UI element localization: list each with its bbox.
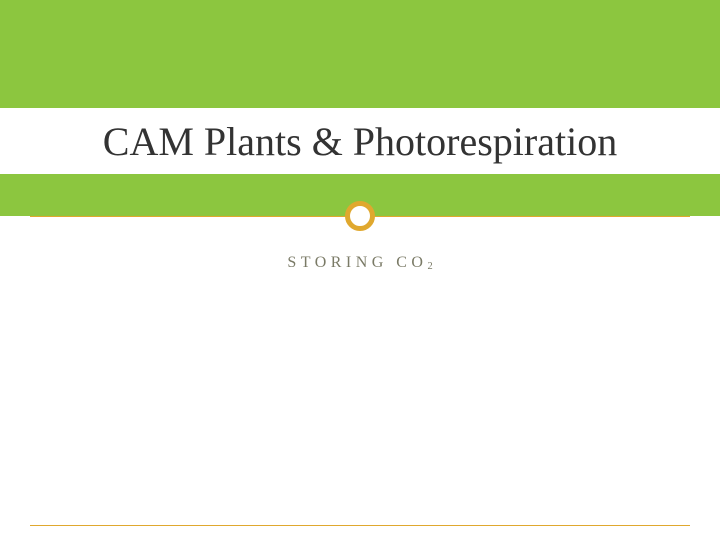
slide-subtitle: STORING CO2 xyxy=(0,254,720,272)
slide-title: CAM Plants & Photorespiration xyxy=(103,118,617,165)
subtitle-subscript: 2 xyxy=(427,261,432,272)
footer-line xyxy=(30,525,690,526)
subtitle-text: STORING CO xyxy=(287,254,427,271)
title-strip: CAM Plants & Photorespiration xyxy=(0,108,720,174)
circle-ornament-icon xyxy=(345,201,375,231)
